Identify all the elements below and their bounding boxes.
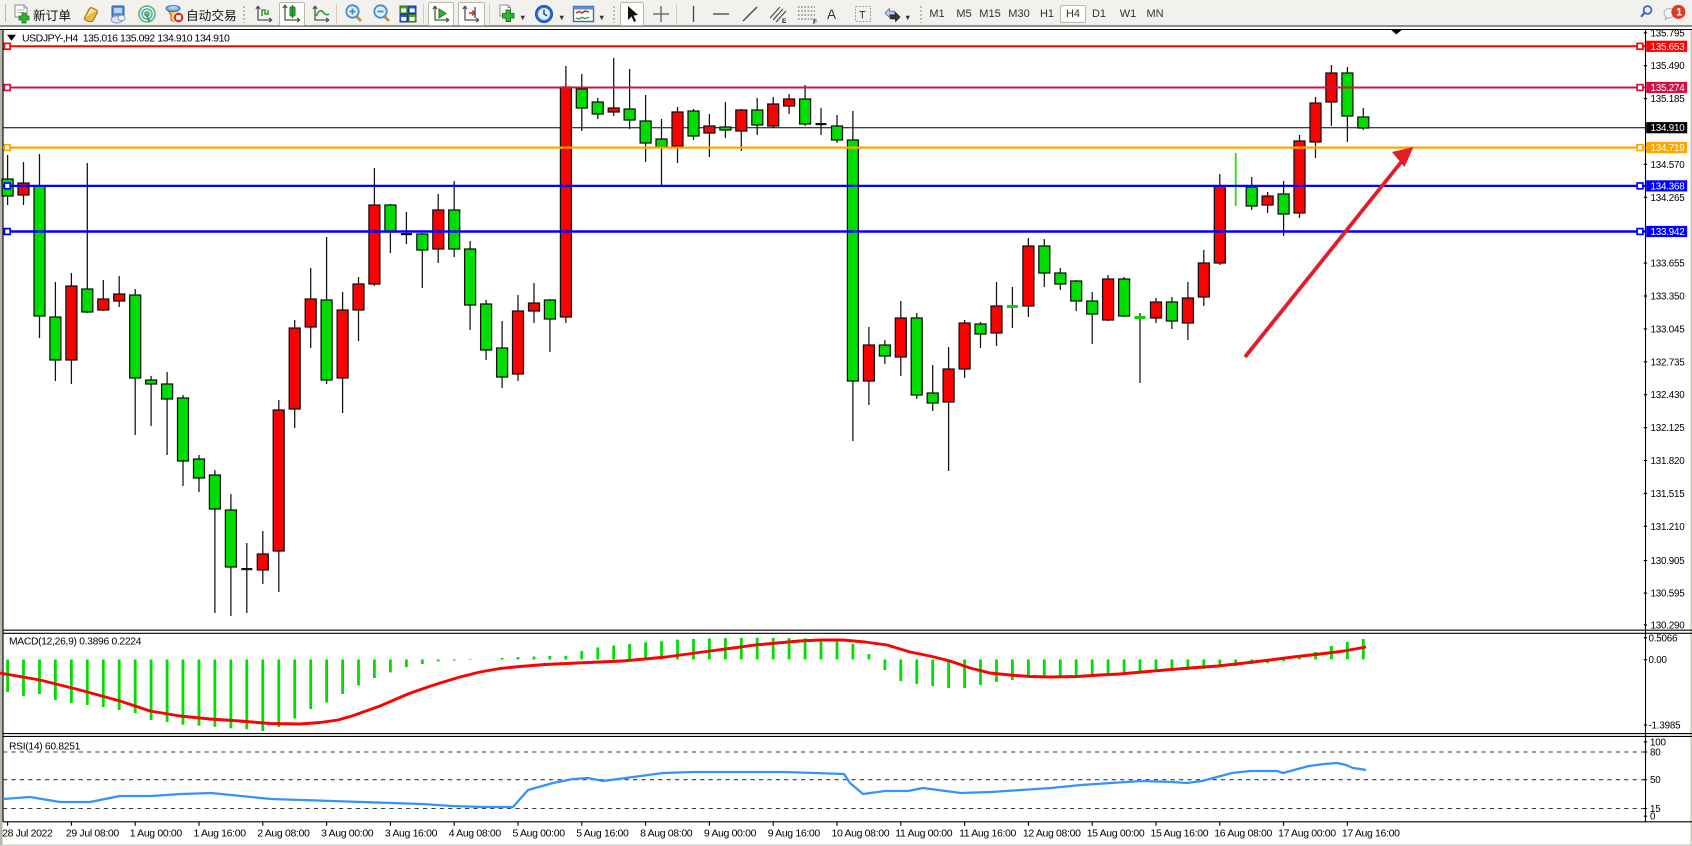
svg-text:133.655: 133.655	[1651, 259, 1686, 270]
svg-text:135.795: 135.795	[1651, 28, 1686, 39]
svg-text:50: 50	[1650, 775, 1661, 786]
svg-text:E: E	[782, 18, 787, 25]
svg-text:131.515: 131.515	[1651, 489, 1686, 500]
svg-text:16 Aug 08:00: 16 Aug 08:00	[1214, 828, 1272, 840]
svg-text:-1.3985: -1.3985	[1649, 721, 1682, 732]
svg-text:29 Jul 08:00: 29 Jul 08:00	[66, 828, 120, 840]
svg-text:15: 15	[1650, 804, 1661, 815]
svg-text:12 Aug 08:00: 12 Aug 08:00	[1023, 828, 1081, 840]
svg-text:USDJPY-,H4 135.016 135.092 13: USDJPY-,H4 135.016 135.092 134.910 134.9…	[22, 32, 230, 44]
svg-text:134.719: 134.719	[1651, 143, 1685, 154]
svg-text:9 Aug 16:00: 9 Aug 16:00	[768, 828, 821, 840]
svg-text:2 Aug 08:00: 2 Aug 08:00	[257, 828, 310, 840]
svg-text:0: 0	[1650, 812, 1656, 823]
svg-text:132.430: 132.430	[1651, 390, 1686, 401]
svg-text:11 Aug 16:00: 11 Aug 16:00	[959, 828, 1016, 840]
svg-text:100: 100	[1650, 737, 1666, 748]
svg-text:132.735: 132.735	[1651, 357, 1686, 368]
svg-text:11 Aug 00:00: 11 Aug 00:00	[895, 828, 952, 840]
svg-text:T: T	[859, 10, 866, 22]
svg-text:80: 80	[1650, 748, 1661, 759]
svg-text:8 Aug 08:00: 8 Aug 08:00	[640, 828, 693, 840]
svg-text:15 Aug 16:00: 15 Aug 16:00	[1151, 828, 1209, 840]
svg-text:28 Jul 2022: 28 Jul 2022	[2, 828, 53, 840]
svg-text:F: F	[813, 19, 817, 25]
svg-text:0.00: 0.00	[1649, 655, 1668, 666]
svg-text:131.820: 131.820	[1651, 456, 1686, 467]
svg-text:5 Aug 00:00: 5 Aug 00:00	[513, 828, 566, 840]
svg-text:1: 1	[1676, 7, 1682, 19]
svg-text:134.910: 134.910	[1651, 123, 1686, 134]
svg-text:9 Aug 00:00: 9 Aug 00:00	[704, 828, 757, 840]
svg-text:131.210: 131.210	[1651, 522, 1686, 533]
svg-text:15 Aug 00:00: 15 Aug 00:00	[1087, 828, 1145, 840]
svg-text:17 Aug 16:00: 17 Aug 16:00	[1342, 828, 1400, 840]
svg-text:135.185: 135.185	[1651, 94, 1686, 105]
svg-text:134.570: 134.570	[1651, 160, 1686, 171]
svg-text:133.350: 133.350	[1651, 292, 1686, 303]
svg-text:132.125: 132.125	[1651, 423, 1686, 434]
svg-text:17 Aug 00:00: 17 Aug 00:00	[1278, 828, 1336, 840]
svg-text:134.265: 134.265	[1651, 193, 1686, 204]
svg-text:134.368: 134.368	[1651, 181, 1686, 192]
svg-text:130.290: 130.290	[1651, 620, 1686, 631]
svg-text:3 Aug 16:00: 3 Aug 16:00	[385, 828, 438, 840]
svg-text:1 Aug 16:00: 1 Aug 16:00	[194, 828, 247, 840]
svg-text:0.5066: 0.5066	[1649, 633, 1679, 644]
svg-text:10 Aug 08:00: 10 Aug 08:00	[832, 828, 890, 840]
svg-text:4 Aug 08:00: 4 Aug 08:00	[449, 828, 502, 840]
svg-text:135.274: 135.274	[1651, 83, 1686, 94]
svg-text:1 Aug 00:00: 1 Aug 00:00	[130, 828, 183, 840]
svg-text:133.942: 133.942	[1651, 227, 1685, 238]
svg-text:3 Aug 00:00: 3 Aug 00:00	[321, 828, 374, 840]
svg-text:135.653: 135.653	[1651, 42, 1686, 53]
svg-text:MACD(12,26,9) 0.3896 0.2224: MACD(12,26,9) 0.3896 0.2224	[9, 636, 142, 647]
svg-text:RSI(14) 60.8251: RSI(14) 60.8251	[9, 742, 81, 753]
svg-text:133.045: 133.045	[1651, 324, 1686, 335]
svg-text:5 Aug 16:00: 5 Aug 16:00	[576, 828, 629, 840]
svg-text:130.905: 130.905	[1651, 556, 1686, 567]
svg-text:135.490: 135.490	[1651, 61, 1686, 72]
svg-text:130.595: 130.595	[1651, 589, 1686, 600]
